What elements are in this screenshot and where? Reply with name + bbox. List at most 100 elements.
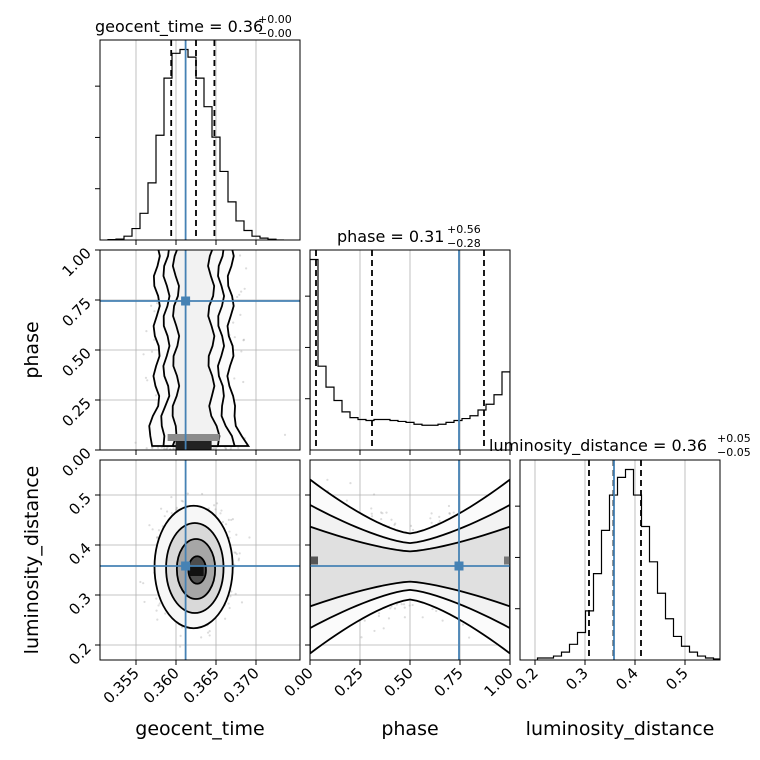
p20-sample bbox=[208, 630, 211, 633]
p10-sample bbox=[242, 338, 246, 341]
p10-sample bbox=[156, 302, 159, 305]
p10-sample bbox=[214, 447, 218, 450]
p10-sample bbox=[150, 446, 154, 449]
p21-plot-area bbox=[310, 460, 510, 660]
p21-xtick-label-1: 0.25 bbox=[330, 664, 366, 700]
p21-sample bbox=[393, 523, 396, 526]
p20-sample bbox=[206, 631, 210, 634]
p21-sample bbox=[373, 629, 376, 633]
p21-sample bbox=[461, 623, 465, 626]
p20-sample bbox=[158, 602, 161, 605]
ylabel-luminosity-distance: luminosity_distance bbox=[21, 466, 43, 655]
p10-sample bbox=[145, 330, 148, 333]
p20-sample bbox=[180, 499, 183, 502]
p20-sample bbox=[219, 512, 222, 515]
title-geocent-time-plus: +0.00 bbox=[258, 13, 292, 26]
p21-sample bbox=[429, 517, 432, 520]
panel-geocent-time-histogram bbox=[95, 39, 301, 245]
p21-sample bbox=[370, 515, 374, 518]
p20-sample bbox=[233, 551, 236, 554]
p21-sample bbox=[447, 504, 451, 508]
p10-sample bbox=[238, 293, 241, 296]
panel-phase-histogram bbox=[305, 249, 511, 455]
p21-sample bbox=[370, 512, 373, 515]
p22-plot-area bbox=[536, 460, 720, 660]
p21-sample bbox=[468, 636, 471, 639]
p10-truth-marker bbox=[181, 296, 191, 306]
p21-sample bbox=[360, 636, 363, 639]
p20-plot-area bbox=[100, 460, 300, 660]
p20-xtick-label-0: 0.355 bbox=[100, 664, 143, 707]
p21-sample bbox=[435, 609, 438, 613]
p20-sample bbox=[220, 509, 223, 512]
p20-density-peak bbox=[189, 566, 204, 576]
ylabel-phase: phase bbox=[21, 321, 43, 378]
p20-ytick-label-2: 0.4 bbox=[65, 539, 95, 569]
p20-sample bbox=[143, 600, 146, 604]
p20-sample bbox=[163, 515, 166, 518]
p10-sample bbox=[229, 447, 232, 450]
p21-sample bbox=[400, 603, 403, 606]
p21-sample bbox=[377, 614, 381, 618]
p10-sample bbox=[243, 287, 246, 290]
p10-sample bbox=[242, 380, 245, 384]
p10-sample bbox=[242, 339, 245, 342]
p10-sample bbox=[165, 447, 168, 450]
p10-sample bbox=[142, 353, 145, 356]
p21-sample bbox=[421, 616, 424, 619]
p10-sample bbox=[240, 350, 243, 353]
p20-sample bbox=[175, 506, 178, 509]
p21-sample bbox=[452, 511, 455, 514]
p20-sample bbox=[228, 606, 231, 610]
p10-ytick-label-3: 0.75 bbox=[58, 294, 94, 330]
title-geocent-time: geocent_time = 0.36 bbox=[95, 17, 263, 37]
p20-frame bbox=[99, 459, 301, 661]
p20-sample bbox=[200, 492, 204, 496]
p21-sample bbox=[448, 512, 451, 515]
p20-sample bbox=[170, 512, 173, 515]
p21-sample bbox=[430, 512, 433, 515]
p22-frame bbox=[519, 459, 721, 661]
p10-sample bbox=[169, 447, 172, 450]
p20-sample bbox=[238, 552, 241, 555]
p10-ytick-label-4: 1.00 bbox=[58, 244, 94, 280]
p20-sample bbox=[155, 597, 158, 600]
p10-sample bbox=[166, 446, 169, 449]
p11-histogram-steps bbox=[310, 258, 510, 450]
p21-sample bbox=[377, 612, 381, 615]
xlabel-phase: phase bbox=[381, 718, 438, 740]
p10-sample bbox=[144, 376, 148, 379]
p21-sample bbox=[385, 511, 388, 514]
p10-sample bbox=[238, 254, 242, 257]
p10-sample bbox=[213, 446, 216, 449]
p20-sample bbox=[237, 559, 240, 562]
p20-sample bbox=[235, 533, 238, 536]
p20-sample bbox=[227, 602, 230, 605]
p22-histogram-steps bbox=[536, 468, 720, 660]
p21-density-edge-right bbox=[504, 556, 510, 565]
p21-sample bbox=[438, 515, 441, 518]
p21-sample bbox=[409, 524, 413, 527]
p10-sample bbox=[236, 295, 239, 299]
p20-sample bbox=[227, 518, 230, 521]
p21-sample bbox=[363, 619, 366, 622]
p21-sample bbox=[345, 499, 348, 502]
p20-sample bbox=[170, 496, 173, 499]
p20-ytick-label-3: 0.5 bbox=[65, 489, 95, 519]
p10-ytick-label-0: 0.00 bbox=[58, 444, 94, 480]
p21-sample bbox=[372, 493, 376, 496]
title-geocent-time-minus: −0.00 bbox=[258, 27, 292, 40]
p21-sample bbox=[387, 617, 391, 620]
p10-ytick-label-1: 0.25 bbox=[58, 394, 94, 430]
xlabel-luminosity-distance: luminosity_distance bbox=[526, 718, 715, 740]
p20-sample bbox=[224, 617, 227, 620]
p21-density-edge-left bbox=[310, 556, 318, 565]
p20-sample bbox=[181, 500, 185, 503]
p20-xtick-label-3: 0.370 bbox=[220, 664, 263, 707]
p10-sample bbox=[244, 267, 248, 270]
p21-sample bbox=[370, 507, 373, 510]
p21-sample bbox=[389, 607, 392, 610]
p21-sample bbox=[380, 517, 383, 521]
p20-sample bbox=[139, 580, 142, 584]
p22-xtick-label-2: 0.4 bbox=[612, 664, 642, 694]
